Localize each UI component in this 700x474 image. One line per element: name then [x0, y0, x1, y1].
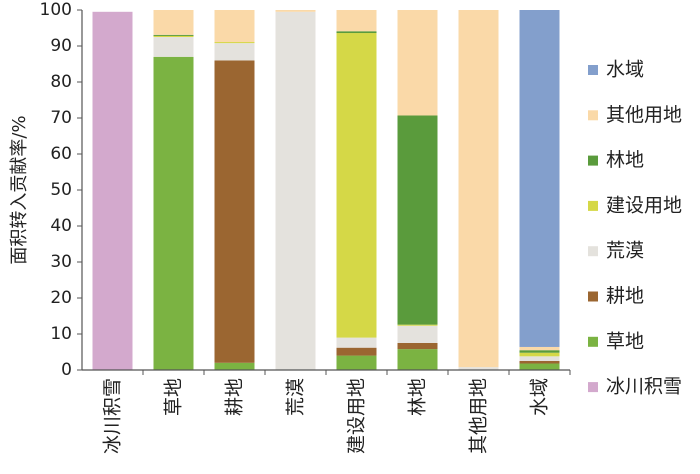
- y-tick-label: 20: [50, 288, 72, 308]
- legend-label: 荒漠: [606, 240, 644, 262]
- bar-segment-2-5: [153, 35, 194, 37]
- bar-segment-8-6: [519, 350, 560, 353]
- bar-segment-7-4: [458, 367, 499, 370]
- legend-swatch: [588, 246, 598, 257]
- legend-label: 其他用地: [606, 104, 682, 126]
- bar-segment-8-8: [519, 10, 560, 347]
- bar-segment-6-7: [397, 10, 438, 116]
- axes: 冰川积雪 草地 耕地 荒漠 建设用地 林地 其他用地 水域 0 10 20 30 40 50 60 70 80 9…: [40, 0, 571, 454]
- y-tick-label: 90: [50, 36, 72, 56]
- bar-segment-2-6: [153, 34, 194, 36]
- legend-label: 草地: [606, 330, 644, 352]
- x-tick-label: 耕地: [224, 378, 246, 416]
- legend-swatch: [588, 65, 598, 75]
- bar-segment-8-5: [519, 352, 560, 357]
- legend-label: 耕地: [606, 285, 644, 307]
- legend-swatch: [588, 336, 598, 347]
- bar-segment-8-2: [519, 363, 560, 370]
- bar-segment-8-4: [519, 356, 560, 361]
- bar-segment-8-3: [519, 361, 560, 364]
- bar-segment-2-4: [153, 37, 194, 57]
- legend-swatch: [588, 382, 598, 393]
- bar-segment-5-7: [336, 10, 377, 32]
- bar-segment-5-4: [336, 337, 377, 348]
- x-tick-label: 林地: [407, 378, 429, 416]
- bar-segment-2-2: [153, 56, 194, 371]
- y-axis-label: 面积转入贡献率/%: [9, 115, 30, 264]
- y-tick-label: 50: [50, 180, 72, 200]
- x-tick-label: 其他用地: [468, 378, 490, 454]
- legend-swatch: [588, 291, 598, 302]
- bar-segment-8-7: [519, 346, 560, 351]
- bar-segment-4-7: [275, 10, 316, 12]
- y-tick-label: 60: [50, 144, 72, 164]
- legend-swatch: [588, 200, 598, 211]
- bar-segment-5-2: [336, 355, 377, 370]
- legend-label: 建设用地: [606, 194, 682, 216]
- y-tick-label: 0: [61, 360, 72, 380]
- y-tick-label: 30: [50, 252, 72, 272]
- bar-segment-3-5: [214, 42, 255, 44]
- bar-segment-3-4: [214, 43, 255, 61]
- bar-segment-6-5: [397, 324, 438, 326]
- legend-label: 冰川积雪: [606, 376, 682, 398]
- bar-segment-6-2: [397, 349, 438, 370]
- bar-segment-3-2: [214, 362, 255, 370]
- bar-area: [92, 10, 560, 371]
- bar-segment-5-3: [336, 347, 377, 356]
- x-tick-label: 草地: [163, 378, 185, 416]
- legend-label: 水域: [606, 59, 644, 81]
- legend-swatch: [588, 155, 598, 166]
- bar-segment-7-7: [458, 10, 499, 368]
- y-tick-label: 70: [50, 108, 72, 128]
- y-tick-label: 100: [40, 0, 72, 20]
- y-tick-label: 40: [50, 216, 72, 236]
- y-tick-label: 10: [50, 324, 72, 344]
- x-tick-label: 荒漠: [285, 378, 307, 416]
- bar-segment-5-6: [336, 31, 377, 34]
- y-tick-label: 80: [50, 72, 72, 92]
- bar-segment-5-5: [336, 33, 377, 338]
- bar-segment-6-6: [397, 115, 438, 325]
- bar-segment-4-4: [275, 11, 316, 371]
- x-tick-label: 冰川积雪: [102, 378, 124, 454]
- bar-segment-2-7: [153, 10, 194, 35]
- bar-segment-1-1: [92, 11, 133, 371]
- x-tick-label: 水域: [529, 378, 551, 416]
- bar-segment-3-7: [214, 10, 255, 43]
- x-tick-label: 建设用地: [346, 378, 368, 454]
- legend-swatch: [588, 110, 598, 121]
- bar-segment-6-4: [397, 325, 438, 343]
- legend-label: 林地: [606, 149, 644, 171]
- bar-segment-3-3: [214, 60, 255, 363]
- bar-segment-6-3: [397, 343, 438, 350]
